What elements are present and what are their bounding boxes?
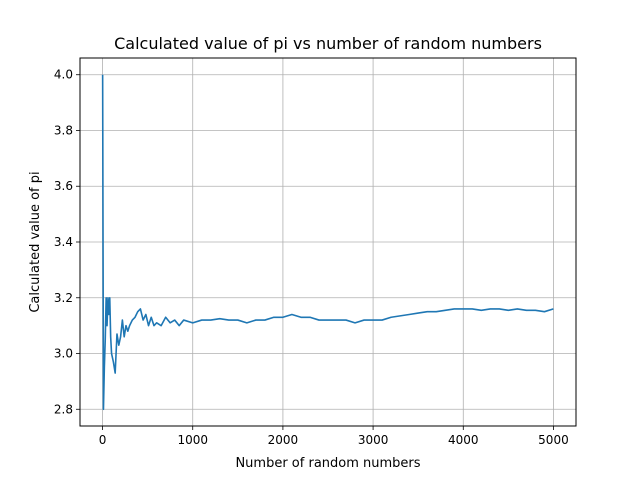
x-axis-label: Number of random numbers	[235, 456, 420, 471]
x-tick-label: 3000	[358, 433, 389, 447]
axis-ticks: 0 1000 2000 3000 4000 5000 2.8 3.0 3.2 3.4 3.6 3.8 4…	[54, 68, 569, 447]
y-tick-label: 4.0	[54, 68, 73, 82]
y-axis-label: Calculated value of pi	[28, 171, 43, 312]
x-tick-label: 5000	[538, 433, 569, 447]
x-tick-label: 2000	[268, 433, 299, 447]
x-tick-label: 4000	[448, 433, 479, 447]
x-tick-label: 0	[99, 433, 107, 447]
x-tick-label: 1000	[177, 433, 208, 447]
series-line-pi-estimate	[101, 74, 554, 411]
series-layer	[101, 74, 554, 411]
y-tick-label: 3.6	[54, 179, 73, 193]
grid-lines	[80, 58, 576, 426]
chart-title: Calculated value of pi vs number of rand…	[114, 34, 542, 53]
y-tick-label: 3.4	[54, 235, 73, 249]
y-tick-label: 2.8	[54, 402, 73, 416]
y-tick-label: 3.2	[54, 291, 73, 305]
y-tick-label: 3.8	[54, 123, 73, 137]
y-tick-label: 3.0	[54, 347, 73, 361]
